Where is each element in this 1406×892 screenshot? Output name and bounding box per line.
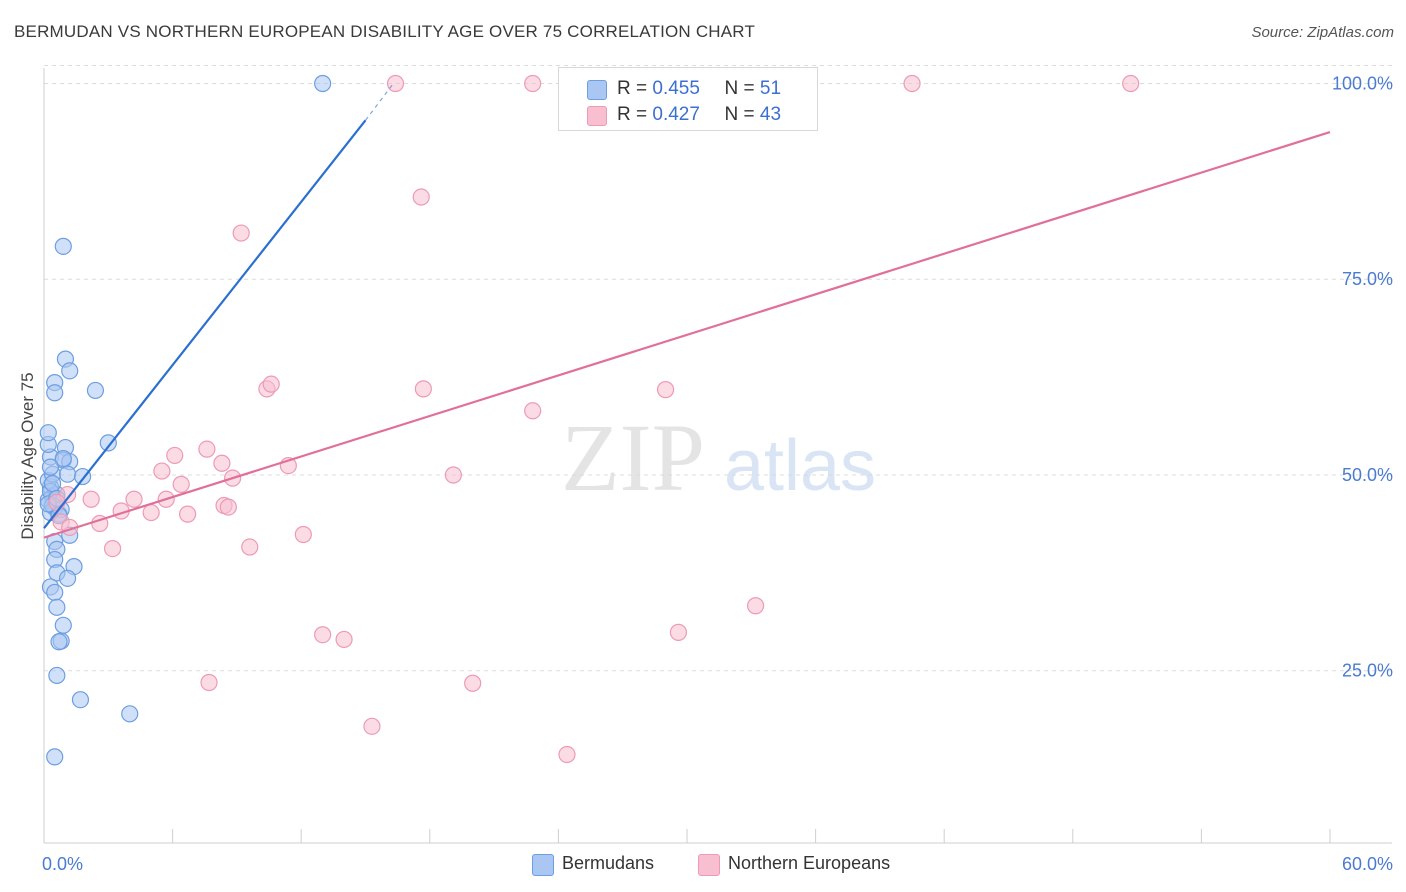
- northern-europeans-legend-swatch: [698, 854, 720, 876]
- y-tick-label-0: 25.0%: [1342, 661, 1393, 681]
- point-northern-europeans-31: [294, 525, 312, 544]
- legend-label-bermudans: Bermudans: [562, 853, 655, 873]
- r-value-northern-europeans: 0.427: [652, 104, 700, 125]
- point-bermudans-48: [54, 449, 72, 468]
- point-northern-europeans-33: [241, 538, 259, 556]
- bermudans-swatch: [587, 80, 607, 100]
- point-northern-europeans-32: [103, 539, 122, 558]
- point-northern-europeans-11: [166, 446, 184, 465]
- point-northern-europeans-0: [386, 74, 405, 93]
- y-tick-label-2: 75.0%: [1342, 269, 1393, 289]
- point-bermudans-43: [314, 74, 332, 93]
- point-northern-europeans-5: [232, 224, 250, 242]
- point-northern-europeans-25: [179, 505, 197, 523]
- y-tick-label-3: 100.0%: [1332, 73, 1393, 93]
- point-northern-europeans-13: [153, 462, 171, 480]
- point-northern-europeans-8: [414, 380, 432, 398]
- trend-line-northern-europeans: [43, 130, 1331, 539]
- x-tick-label-max: 60.0%: [1342, 854, 1393, 874]
- point-northern-europeans-10: [524, 402, 542, 420]
- point-bermudans-41: [46, 748, 64, 766]
- point-bermudans-15: [86, 381, 105, 400]
- point-northern-europeans-19: [125, 490, 143, 508]
- northern-europeans-swatch: [587, 106, 607, 126]
- point-northern-europeans-14: [213, 454, 231, 472]
- point-northern-europeans-38: [200, 673, 218, 692]
- point-northern-europeans-34: [314, 626, 332, 644]
- point-northern-europeans-3: [1122, 74, 1140, 93]
- point-bermudans-37: [50, 633, 68, 651]
- source-note: Source: ZipAtlas.com: [1251, 24, 1394, 41]
- n-label: N =: [724, 78, 755, 99]
- trend-line-bermudans: [43, 119, 367, 529]
- point-northern-europeans-16: [444, 466, 462, 484]
- point-bermudans-39: [71, 691, 90, 709]
- watermark-zip: ZIP: [561, 404, 705, 511]
- y-axis-label: Disability Age Over 75: [18, 372, 37, 539]
- legend-label-northern-europeans: Northern Europeans: [728, 853, 891, 873]
- point-bermudans-20: [58, 465, 77, 483]
- point-bermudans-45: [43, 475, 62, 493]
- point-bermudans-49: [41, 458, 60, 476]
- data-points: [39, 74, 1140, 766]
- point-bermudans-14: [61, 362, 79, 380]
- point-northern-europeans-2: [903, 74, 921, 93]
- point-bermudans-33: [46, 583, 64, 602]
- point-bermudans-16: [99, 434, 117, 452]
- point-northern-europeans-12: [198, 440, 216, 458]
- gridlines: [44, 64, 1392, 672]
- point-northern-europeans-24: [142, 503, 160, 522]
- point-northern-europeans-4: [412, 188, 430, 206]
- r-label: R =: [617, 78, 648, 99]
- series-legend: Bermudans Northern Europeans: [0, 852, 1406, 878]
- point-bermudans-12: [46, 384, 64, 402]
- point-northern-europeans-21: [82, 490, 100, 508]
- n-label: N =: [724, 104, 755, 125]
- point-northern-europeans-17: [172, 475, 190, 493]
- point-bermudans-42: [54, 237, 72, 255]
- point-bermudans-40: [121, 705, 139, 723]
- point-bermudans-38: [48, 666, 66, 685]
- stats-legend: R = 0.455 N = 51 R = 0.427 N = 43: [558, 67, 818, 131]
- axes: [43, 68, 1392, 844]
- point-northern-europeans-7: [262, 375, 280, 393]
- trend-lines: [43, 83, 1331, 539]
- point-northern-europeans-40: [363, 717, 381, 735]
- point-northern-europeans-41: [558, 745, 576, 764]
- n-value-bermudans: 51: [759, 78, 782, 99]
- y-tick-label-1: 50.0%: [1342, 465, 1393, 485]
- point-bermudans-35: [54, 616, 72, 634]
- point-bermudans-10: [39, 424, 57, 442]
- chart-title: BERMUDAN VS NORTHERN EUROPEAN DISABILITY…: [14, 22, 756, 41]
- point-northern-europeans-39: [464, 674, 482, 692]
- watermark: ZIP atlas: [561, 404, 876, 511]
- r-value-bermudans: 0.455: [652, 78, 700, 99]
- point-northern-europeans-42: [48, 493, 66, 511]
- point-northern-europeans-9: [656, 381, 675, 399]
- point-northern-europeans-37: [746, 597, 765, 615]
- point-northern-europeans-1: [524, 74, 542, 93]
- point-northern-europeans-36: [669, 623, 688, 641]
- point-bermudans-31: [58, 569, 77, 587]
- watermark-atlas: atlas: [724, 426, 876, 506]
- tick-labels: 25.0% 50.0% 75.0% 100.0% 0.0% 60.0%: [42, 73, 1393, 874]
- point-northern-europeans-26: [219, 498, 237, 516]
- n-value-northern-europeans: 43: [759, 104, 782, 125]
- x-tick-label-min: 0.0%: [42, 854, 83, 874]
- r-label: R =: [617, 104, 648, 125]
- point-bermudans-34: [48, 598, 66, 616]
- point-northern-europeans-35: [335, 630, 353, 649]
- bermudans-legend-swatch: [532, 854, 554, 876]
